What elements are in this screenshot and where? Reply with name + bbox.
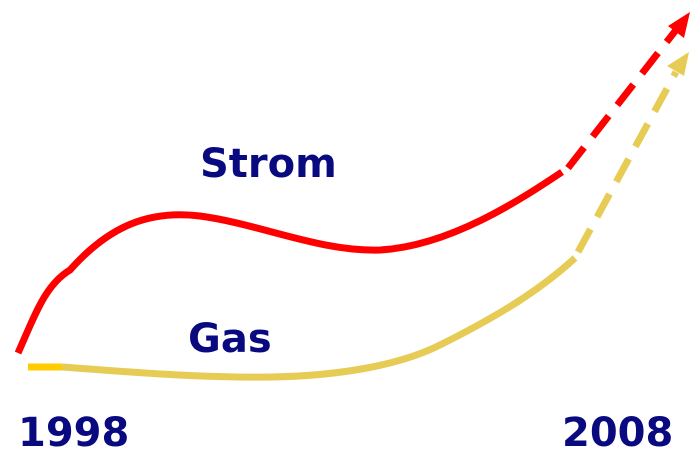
start-year: 1998 (18, 410, 129, 451)
gas-arrowhead (667, 52, 689, 76)
strom-label: Strom (200, 141, 337, 187)
strom-trend (565, 27, 679, 171)
gas-label: Gas (188, 316, 272, 362)
gas-curve (61, 255, 578, 381)
strom-arrowhead (668, 12, 690, 38)
strom-curve (14, 169, 564, 355)
gas-trend (574, 70, 680, 254)
end-year: 2008 (562, 410, 673, 451)
